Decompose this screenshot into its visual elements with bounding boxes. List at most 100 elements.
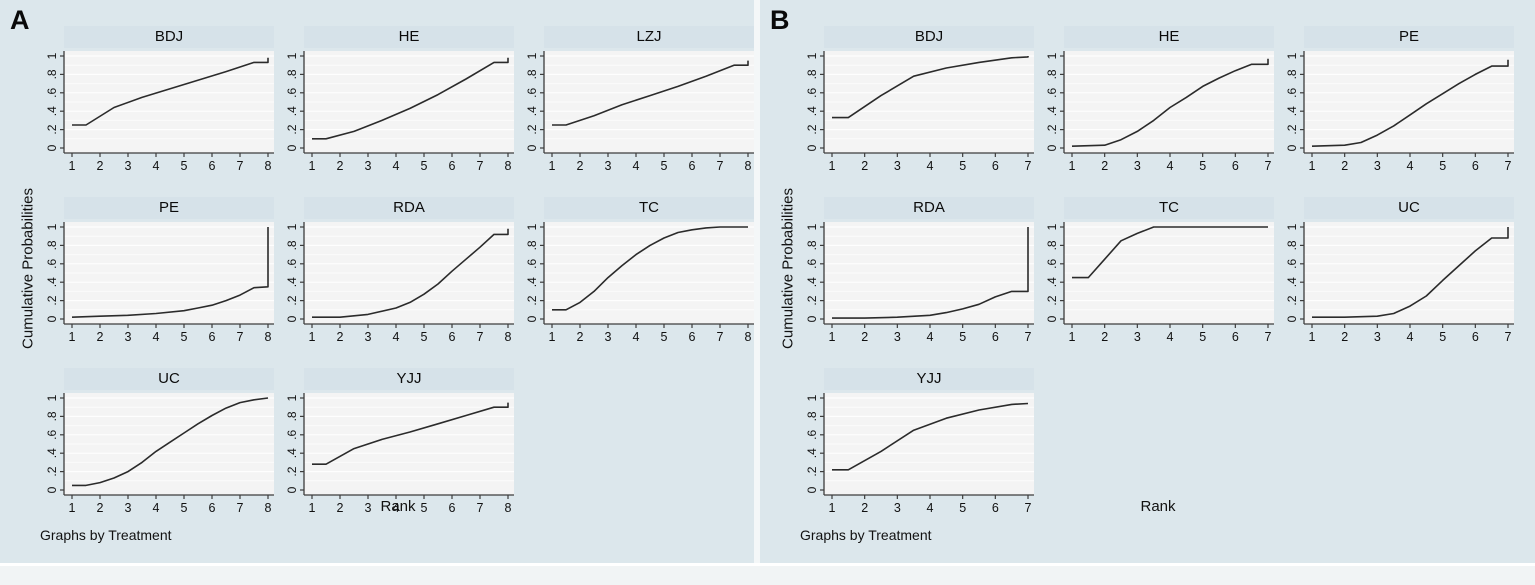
y-tick-label: .8 xyxy=(285,69,299,79)
x-tick-label: 4 xyxy=(393,501,400,515)
y-tick-label: 0 xyxy=(45,486,59,493)
y-tick-label: .6 xyxy=(805,258,819,268)
x-tick-label: 7 xyxy=(1505,159,1512,173)
subplot-chart: 0 .2 .4 .6 .8 1 1 2 3 4 5 6 7 8 xyxy=(285,222,514,344)
y-tick-label: 0 xyxy=(805,315,819,322)
x-axis-title: Rank xyxy=(380,498,416,515)
y-tick-label: .2 xyxy=(1045,295,1059,305)
y-tick-label: .4 xyxy=(45,106,59,116)
y-tick-label: .6 xyxy=(805,429,819,439)
x-tick-label: 6 xyxy=(209,159,216,173)
x-tick-label: 8 xyxy=(505,501,512,515)
x-tick-label: 3 xyxy=(1374,330,1381,344)
x-tick-label: 2 xyxy=(577,330,584,344)
y-tick-label: 0 xyxy=(525,144,539,151)
y-tick-label: .2 xyxy=(525,124,539,134)
y-tick-label: .4 xyxy=(805,448,819,458)
x-tick-label: 7 xyxy=(477,501,484,515)
y-tick-label: .8 xyxy=(805,69,819,79)
y-tick-label: .2 xyxy=(285,295,299,305)
x-tick-label: 1 xyxy=(1069,330,1076,344)
subplot-title: TC xyxy=(1064,197,1274,219)
subplot-he: HE 0 .2 .4 .6 .8 1 1 2 3 4 5 6 7 8 xyxy=(278,26,518,183)
subplot-chart: 0 .2 .4 .6 .8 1 1 2 3 4 5 6 7 xyxy=(805,222,1034,344)
y-tick-label: .6 xyxy=(805,87,819,97)
x-tick-label: 5 xyxy=(959,159,966,173)
cumulative-probability-line xyxy=(552,226,748,311)
subplot-chart: 0 .2 .4 .6 .8 1 1 2 3 4 5 6 7 xyxy=(1045,222,1274,344)
x-tick-label: 2 xyxy=(337,501,344,515)
x-axis-title: Rank xyxy=(1140,498,1176,515)
y-tick-label: 1 xyxy=(805,52,819,59)
x-tick-label: 8 xyxy=(265,501,272,515)
x-tick-label: 8 xyxy=(505,159,512,173)
x-tick-label: 3 xyxy=(894,501,901,515)
subplot-chart: 0 .2 .4 .6 .8 1 1 2 3 4 5 6 7 8 xyxy=(45,51,274,173)
x-tick-label: 1 xyxy=(1309,330,1316,344)
subplot-title: TC xyxy=(544,197,754,219)
y-tick-label: 1 xyxy=(525,223,539,230)
x-tick-label: 1 xyxy=(549,330,556,344)
x-tick-label: 6 xyxy=(992,159,999,173)
subplot-title: YJJ xyxy=(304,368,514,390)
subplot-rda: RDA 0 .2 .4 .6 .8 1 1 2 3 4 5 6 7 8 xyxy=(278,197,518,354)
y-tick-label: 1 xyxy=(285,223,299,230)
y-tick-label: .4 xyxy=(1285,277,1299,287)
x-tick-label: 6 xyxy=(1232,159,1239,173)
subplot-title: RDA xyxy=(824,197,1034,219)
x-tick-label: 3 xyxy=(894,330,901,344)
x-tick-label: 1 xyxy=(549,159,556,173)
x-tick-label: 2 xyxy=(861,501,868,515)
x-tick-label: 2 xyxy=(1341,159,1348,173)
subplot-tc: TC 0 .2 .4 .6 .8 1 1 2 3 4 5 6 7 xyxy=(1038,197,1278,354)
y-tick-label: .6 xyxy=(1285,258,1299,268)
x-tick-label: 2 xyxy=(97,501,104,515)
subplot-uc: UC 0 .2 .4 .6 .8 1 1 2 3 4 5 6 7 xyxy=(1278,197,1518,354)
y-tick-label: .4 xyxy=(45,448,59,458)
y-tick-label: .2 xyxy=(805,466,819,476)
subplot-yjj: YJJ 0 .2 .4 .6 .8 1 1 2 3 4 5 6 7 xyxy=(798,368,1038,525)
x-tick-label: 6 xyxy=(992,330,999,344)
x-tick-label: 4 xyxy=(153,330,160,344)
cumulative-probability-line xyxy=(1312,227,1509,318)
x-tick-label: 5 xyxy=(421,159,428,173)
y-tick-label: 1 xyxy=(805,394,819,401)
x-tick-label: 6 xyxy=(1472,330,1479,344)
graphs-by-treatment-note: Graphs by Treatment xyxy=(800,527,932,543)
x-tick-label: 8 xyxy=(745,330,752,344)
y-tick-label: 1 xyxy=(285,394,299,401)
x-tick-label: 3 xyxy=(894,159,901,173)
cumulative-probability-line xyxy=(72,57,269,126)
y-tick-label: 1 xyxy=(805,223,819,230)
subplot-chart: 0 .2 .4 .6 .8 1 1 2 3 4 5 6 7 8 xyxy=(525,222,754,344)
x-tick-label: 1 xyxy=(69,501,76,515)
x-tick-label: 5 xyxy=(959,330,966,344)
y-tick-label: .4 xyxy=(1285,106,1299,116)
y-tick-label: .6 xyxy=(285,258,299,268)
x-tick-label: 6 xyxy=(1472,159,1479,173)
subplot-bdj: BDJ 0 .2 .4 .6 .8 1 1 2 3 4 5 6 7 8 xyxy=(38,26,278,183)
y-tick-label: .2 xyxy=(805,295,819,305)
y-tick-label: .4 xyxy=(285,106,299,116)
x-tick-label: 2 xyxy=(1101,159,1108,173)
y-tick-label: .6 xyxy=(1285,87,1299,97)
x-tick-label: 1 xyxy=(309,330,316,344)
y-tick-label: 1 xyxy=(1045,223,1059,230)
x-tick-label: 2 xyxy=(861,330,868,344)
x-tick-label: 3 xyxy=(125,501,132,515)
x-tick-label: 4 xyxy=(1167,330,1174,344)
x-tick-label: 7 xyxy=(1505,330,1512,344)
x-tick-label: 4 xyxy=(153,501,160,515)
y-tick-label: 0 xyxy=(45,315,59,322)
panel-a: A Cumulative Probabilities BDJ 0 .2 .4 .6 .8 1… xyxy=(0,0,754,563)
x-tick-label: 5 xyxy=(181,159,188,173)
y-tick-label: .4 xyxy=(1045,106,1059,116)
y-tick-label: .6 xyxy=(285,87,299,97)
y-tick-label: .2 xyxy=(1045,124,1059,134)
y-tick-label: .2 xyxy=(1285,295,1299,305)
y-tick-label: .2 xyxy=(45,466,59,476)
y-tick-label: .6 xyxy=(1045,258,1059,268)
panel-a-subplot-grid: BDJ 0 .2 .4 .6 .8 1 1 2 3 4 5 6 7 8 HE 0 .2 .4 .6 .8 1 1 2 3 4 5 6 7… xyxy=(38,26,758,525)
y-tick-label: .4 xyxy=(805,277,819,287)
x-tick-label: 1 xyxy=(829,330,836,344)
